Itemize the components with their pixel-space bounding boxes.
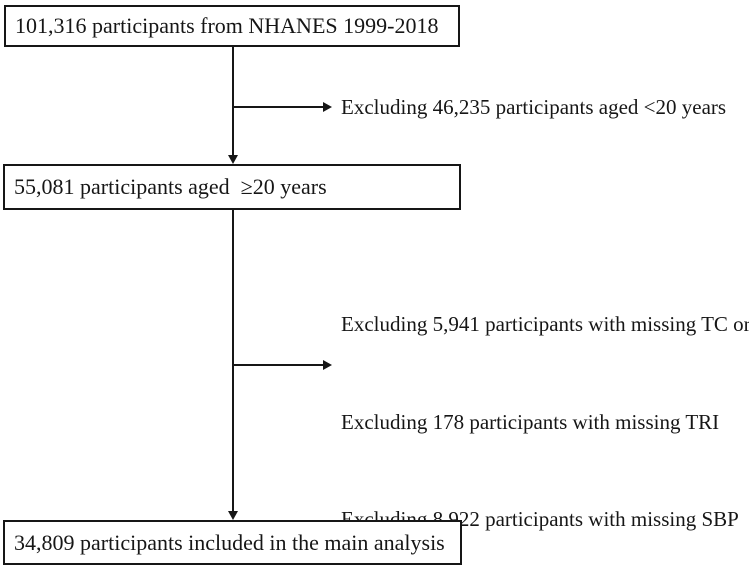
connector-line-box2-box3 bbox=[232, 210, 234, 511]
arrow-down-icon bbox=[228, 155, 238, 164]
arrow-right-icon bbox=[323, 102, 332, 112]
flow-box-source-population-label: 101,316 participants from NHANES 1999-20… bbox=[15, 13, 439, 38]
exclusion-list: Excluding 5,941 participants with missin… bbox=[341, 243, 749, 571]
flow-box-final-sample: 34,809 participants included in the main… bbox=[3, 520, 462, 565]
flow-box-age-filtered-label: 55,081 participants aged ≥20 years bbox=[14, 174, 327, 199]
branch-line-age-exclusion bbox=[232, 106, 323, 108]
flow-box-source-population: 101,316 participants from NHANES 1999-20… bbox=[4, 5, 460, 47]
arrow-down-icon bbox=[228, 511, 238, 520]
flow-box-age-filtered: 55,081 participants aged ≥20 years bbox=[3, 164, 461, 210]
branch-line-missing-data-exclusions bbox=[232, 364, 323, 366]
exclusion-item: Excluding 8,922 participants with missin… bbox=[341, 507, 739, 531]
flow-box-final-sample-label: 34,809 participants included in the main… bbox=[14, 529, 445, 555]
connector-line-box1-box2 bbox=[232, 47, 234, 155]
age-exclusion-note: Excluding 46,235 participants aged <20 y… bbox=[341, 95, 727, 119]
exclusion-item: Excluding 5,941 participants with missin… bbox=[341, 312, 749, 336]
exclusion-item: Excluding 178 participants with missing … bbox=[341, 409, 720, 434]
arrow-right-icon bbox=[323, 360, 332, 370]
